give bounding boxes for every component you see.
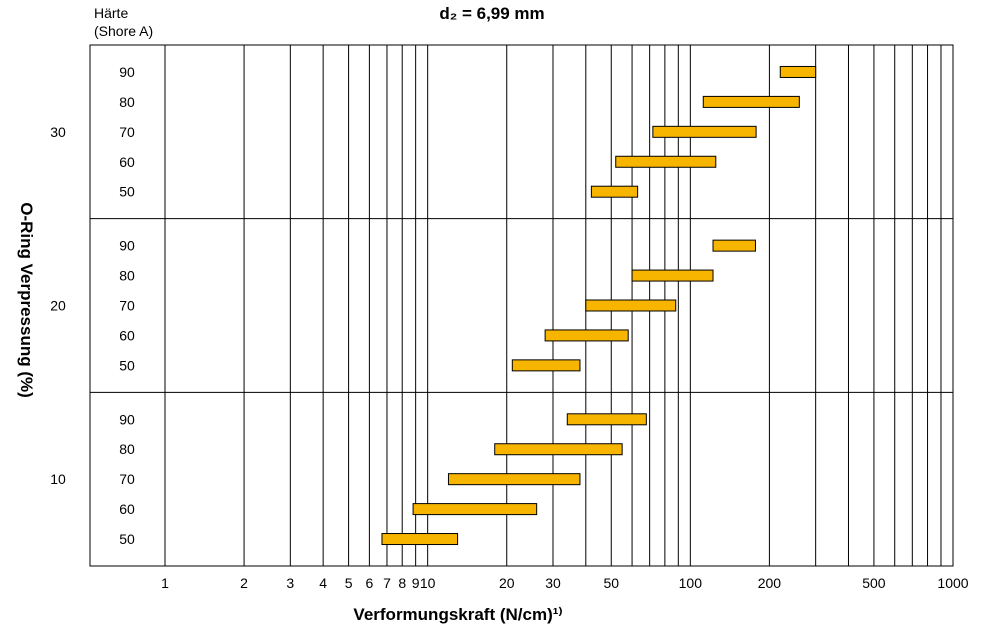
x-tick-label: 9 xyxy=(412,575,420,591)
range-bar xyxy=(702,95,800,108)
range-bar xyxy=(631,269,714,282)
hardness-label: 90 xyxy=(119,238,135,254)
range-bar xyxy=(544,329,629,342)
range-bar xyxy=(615,155,717,168)
hardness-label: 50 xyxy=(119,531,135,547)
x-tick-label: 8 xyxy=(398,575,406,591)
hardness-label: 80 xyxy=(119,94,135,110)
range-bar xyxy=(712,239,756,252)
x-tick-labels: 1 2 3 4 5 6 7 8 9 10 20 30 50 100 200 500 1000 xyxy=(161,575,969,591)
chart-title: d₂ = 6,99 mm xyxy=(439,4,544,23)
plot-frame xyxy=(89,44,954,567)
x-tick-label: 7 xyxy=(383,575,391,591)
x-axis-title: Verformungskraft (N/cm)¹⁾ xyxy=(353,605,562,624)
x-tick-label: 2 xyxy=(240,575,248,591)
y-axis-title: O-Ring Verpressung (%) xyxy=(17,202,36,398)
hardness-label: 90 xyxy=(119,411,135,427)
x-tick-label: 20 xyxy=(499,575,515,591)
range-bar xyxy=(381,533,459,546)
hardness-label: 60 xyxy=(119,154,135,170)
x-tick-label: 30 xyxy=(545,575,561,591)
hardness-label: 70 xyxy=(119,298,135,314)
x-tick-label: 1 xyxy=(161,575,169,591)
range-bar xyxy=(447,473,581,486)
range-bar xyxy=(412,503,538,516)
range-bar xyxy=(494,443,623,456)
x-tick-label: 50 xyxy=(603,575,619,591)
hardness-label: 70 xyxy=(119,124,135,140)
hardness-label: 90 xyxy=(119,64,135,80)
hardness-header-line2: (Shore A) xyxy=(94,23,153,39)
x-tick-label: 4 xyxy=(319,575,327,591)
range-bar xyxy=(652,125,757,138)
grid xyxy=(90,45,954,566)
compression-label: 30 xyxy=(50,124,66,140)
x-tick-label: 500 xyxy=(862,575,886,591)
hardness-label: 50 xyxy=(119,184,135,200)
hardness-label: 60 xyxy=(119,501,135,517)
range-bar xyxy=(511,359,581,372)
x-tick-label: 5 xyxy=(345,575,353,591)
x-tick-label: 200 xyxy=(758,575,782,591)
x-tick-label: 3 xyxy=(286,575,294,591)
hardness-label: 80 xyxy=(119,441,135,457)
hardness-label: 70 xyxy=(119,471,135,487)
hardness-label: 80 xyxy=(119,268,135,284)
y-labels: 30 90 80 70 60 50 20 90 80 70 60 50 10 90 80 70 60 50 xyxy=(50,64,135,547)
hardness-label: 60 xyxy=(119,327,135,343)
hardness-label: 50 xyxy=(119,357,135,373)
x-tick-label: 1000 xyxy=(937,575,968,591)
compression-label: 20 xyxy=(50,298,66,314)
bars xyxy=(381,65,817,546)
range-bar xyxy=(590,185,639,198)
compression-label: 10 xyxy=(50,471,66,487)
x-tick-label: 100 xyxy=(679,575,703,591)
hardness-header-line1: Härte xyxy=(94,5,128,21)
range-bar xyxy=(779,65,817,78)
x-tick-label: 10 xyxy=(420,575,436,591)
range-bar xyxy=(585,299,677,312)
x-tick-label: 6 xyxy=(365,575,373,591)
range-bar xyxy=(566,413,647,426)
